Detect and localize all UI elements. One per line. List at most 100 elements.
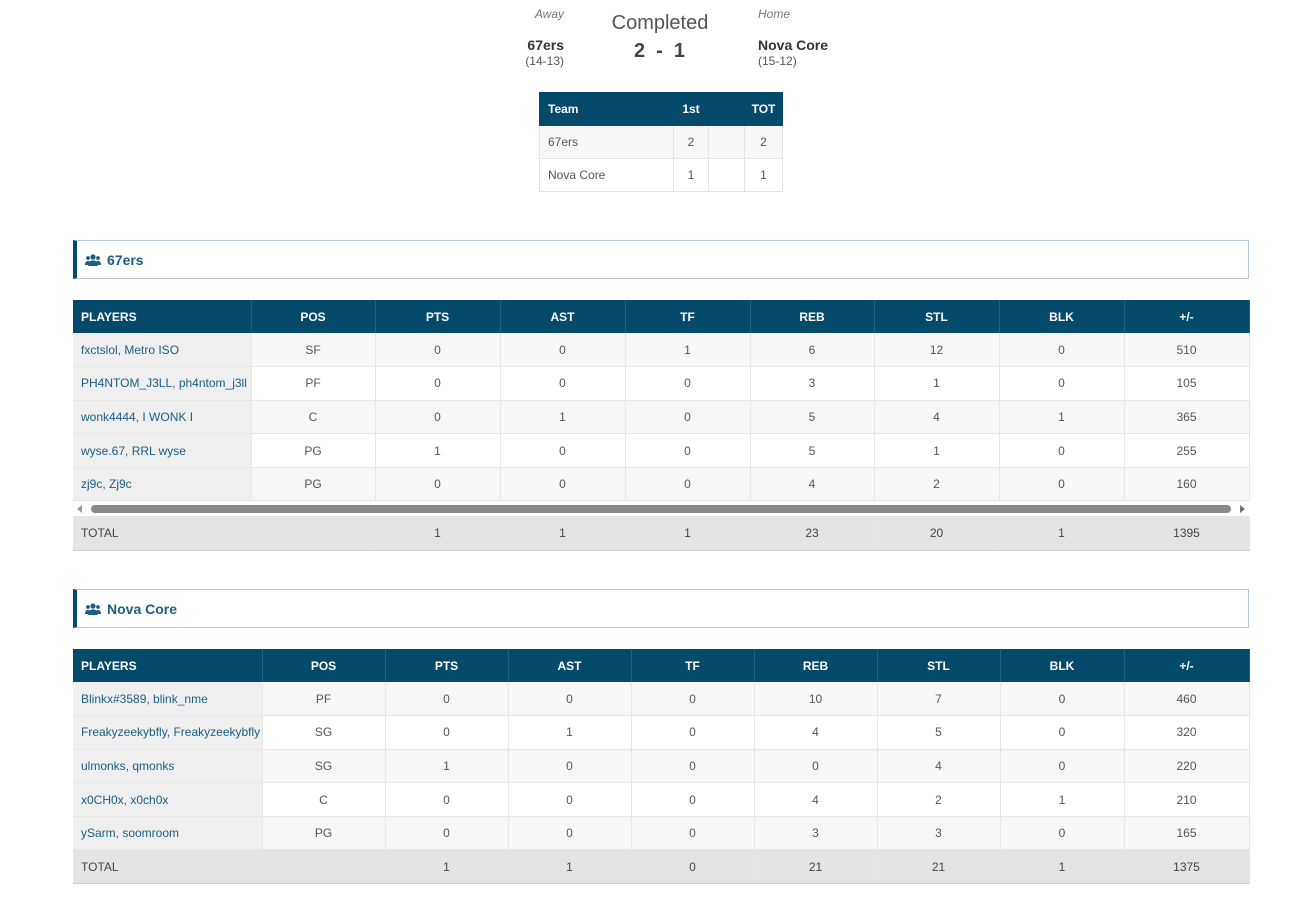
- cell-tf: 0: [631, 816, 755, 851]
- home-team-block: Home Nova Core (15-12): [758, 6, 918, 68]
- cell-pos: PG: [251, 433, 376, 468]
- cell-stl: 4: [874, 400, 1000, 435]
- col-header-blk[interactable]: BLK: [999, 300, 1125, 333]
- player-name-link[interactable]: Blinkx#3589, blink_nme: [73, 682, 263, 717]
- col-header-reb[interactable]: REB: [750, 300, 875, 333]
- total-stl: 20: [874, 516, 1000, 551]
- table-row: PH4NTOM_J3LL, ph4ntom_j3ll PF 0 0 0 3 1 …: [73, 366, 1250, 401]
- cell-pos: C: [262, 782, 386, 817]
- cell-pos: PF: [262, 682, 386, 717]
- horizontal-scrollbar[interactable]: [73, 502, 1249, 515]
- table-row: ulmonks, qmonks SG 1 0 0 0 4 0 220: [73, 749, 1250, 784]
- total-plus-minus: 1395: [1124, 516, 1250, 551]
- player-name-link[interactable]: fxctslol, Metro ISO: [73, 333, 252, 368]
- linescore-gap: [708, 125, 745, 159]
- col-header-tf[interactable]: TF: [625, 300, 751, 333]
- scroll-left-arrow-icon[interactable]: [77, 505, 82, 513]
- cell-stl: 2: [877, 782, 1001, 817]
- player-name-link[interactable]: Freakyzeekybfly, Freakyzeekybfly: [73, 715, 263, 750]
- cell-tf: 0: [625, 433, 751, 468]
- player-name-link[interactable]: wonk4444, I WONK I: [73, 400, 252, 435]
- total-tf: 0: [631, 849, 755, 885]
- home-team-name[interactable]: Nova Core: [758, 37, 829, 53]
- col-header-pts[interactable]: PTS: [375, 300, 501, 333]
- box-score-table-away: PLAYERS POS PTS AST TF REB STL BLK +/- f…: [73, 300, 1250, 502]
- cell-tf: 0: [625, 467, 751, 502]
- cell-stl: 7: [877, 682, 1001, 717]
- player-name-link[interactable]: wyse.67, RRL wyse: [73, 433, 252, 468]
- cell-blk: 1: [1000, 782, 1125, 817]
- player-name-link[interactable]: ySarm, soomroom: [73, 816, 263, 851]
- cell-pts: 1: [385, 749, 509, 784]
- col-header-stl[interactable]: STL: [874, 300, 1000, 333]
- cell-ast: 0: [508, 682, 632, 717]
- cell-reb: 5: [750, 433, 875, 468]
- scrollbar-thumb[interactable]: [91, 505, 1231, 513]
- cell-plus-minus: 220: [1124, 749, 1250, 784]
- player-name-link[interactable]: PH4NTOM_J3LL, ph4ntom_j3ll: [73, 366, 252, 401]
- cell-reb: 5: [750, 400, 875, 435]
- col-header-pos[interactable]: POS: [262, 649, 386, 682]
- cell-reb: 3: [754, 816, 878, 851]
- col-header-ast[interactable]: AST: [508, 649, 632, 682]
- cell-ast: 0: [500, 366, 626, 401]
- cell-blk: 0: [1000, 682, 1125, 717]
- col-header-reb[interactable]: REB: [754, 649, 878, 682]
- linescore-team: Nova Core: [539, 158, 674, 192]
- col-header-blk[interactable]: BLK: [1000, 649, 1125, 682]
- col-header-players[interactable]: PLAYERS: [73, 649, 263, 682]
- table-row: ySarm, soomroom PG 0 0 0 3 3 0 165: [73, 816, 1250, 851]
- total-pos: [262, 849, 386, 885]
- total-reb: 23: [750, 516, 875, 551]
- cell-tf: 0: [631, 715, 755, 750]
- cell-tf: 0: [631, 782, 755, 817]
- linescore-row: 67ers 2 2: [539, 125, 783, 159]
- col-header-tf[interactable]: TF: [631, 649, 755, 682]
- home-score: 1: [673, 40, 686, 62]
- cell-pts: 0: [385, 682, 509, 717]
- total-stl: 21: [877, 849, 1001, 885]
- cell-ast: 0: [500, 467, 626, 502]
- cell-ast: 1: [508, 715, 632, 750]
- linescore-header-team: Team: [539, 92, 674, 126]
- player-name-link[interactable]: zj9c, Zj9c: [73, 467, 252, 502]
- linescore-q1: 2: [673, 125, 709, 159]
- cell-ast: 1: [500, 400, 626, 435]
- col-header-pts[interactable]: PTS: [385, 649, 509, 682]
- col-header-players[interactable]: PLAYERS: [73, 300, 252, 333]
- cell-stl: 3: [877, 816, 1001, 851]
- linescore-gap: [708, 158, 745, 192]
- player-name-link[interactable]: x0CH0x, x0ch0x: [73, 782, 263, 817]
- totals-row: TOTAL 1 1 0 21 21 1 1375: [73, 849, 1250, 885]
- cell-blk: 1: [999, 400, 1125, 435]
- cell-plus-minus: 255: [1124, 433, 1250, 468]
- cell-pts: 0: [385, 715, 509, 750]
- team-banner-home: Nova Core: [73, 589, 1249, 628]
- away-team-record: (14-13): [525, 54, 564, 68]
- col-header-pos[interactable]: POS: [251, 300, 376, 333]
- scroll-right-arrow-icon[interactable]: [1240, 505, 1245, 513]
- totals-label: TOTAL: [73, 516, 252, 551]
- col-header-plus-minus[interactable]: +/-: [1124, 300, 1250, 333]
- linescore-total: 2: [744, 125, 783, 159]
- table-row: wyse.67, RRL wyse PG 1 0 0 5 1 0 255: [73, 433, 1250, 468]
- total-reb: 21: [754, 849, 878, 885]
- cell-blk: 0: [1000, 816, 1125, 851]
- cell-tf: 0: [631, 682, 755, 717]
- cell-plus-minus: 320: [1124, 715, 1250, 750]
- cell-pos: SF: [251, 333, 376, 368]
- total-blk: 1: [1000, 849, 1125, 885]
- cell-plus-minus: 510: [1124, 333, 1250, 368]
- home-label: Home: [758, 7, 791, 21]
- cell-tf: 0: [631, 749, 755, 784]
- player-name-link[interactable]: ulmonks, qmonks: [73, 749, 263, 784]
- status-text: Completed: [611, 12, 709, 34]
- col-header-plus-minus[interactable]: +/-: [1124, 649, 1250, 682]
- col-header-ast[interactable]: AST: [500, 300, 626, 333]
- total-ast: 1: [500, 516, 626, 551]
- away-team-name[interactable]: 67ers: [527, 37, 564, 53]
- cell-tf: 1: [625, 333, 751, 368]
- col-header-stl[interactable]: STL: [877, 649, 1001, 682]
- team-title: 67ers: [107, 251, 144, 268]
- table-row: zj9c, Zj9c PG 0 0 0 4 2 0 160: [73, 467, 1250, 502]
